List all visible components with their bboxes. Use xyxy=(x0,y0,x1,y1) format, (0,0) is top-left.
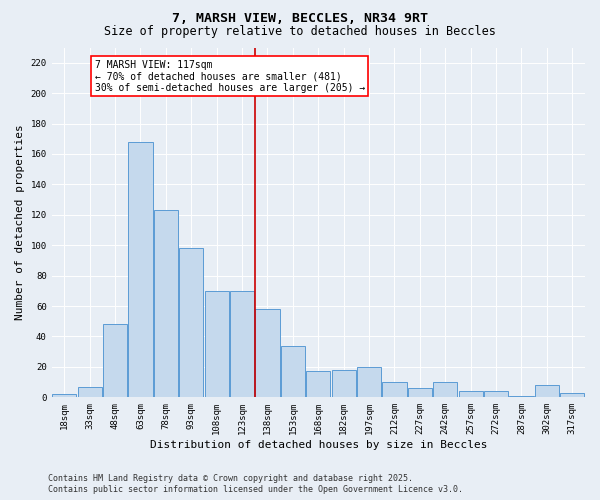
Bar xyxy=(458,391,483,398)
Bar xyxy=(256,309,280,398)
Bar xyxy=(77,386,102,398)
Bar xyxy=(408,388,432,398)
Bar xyxy=(52,394,76,398)
Bar xyxy=(484,391,508,398)
Text: 7, MARSH VIEW, BECCLES, NR34 9RT: 7, MARSH VIEW, BECCLES, NR34 9RT xyxy=(172,12,428,26)
Bar xyxy=(230,291,254,398)
Bar xyxy=(103,324,127,398)
Bar xyxy=(306,372,331,398)
Y-axis label: Number of detached properties: Number of detached properties xyxy=(15,124,25,320)
Bar xyxy=(509,396,533,398)
Bar xyxy=(357,367,381,398)
X-axis label: Distribution of detached houses by size in Beccles: Distribution of detached houses by size … xyxy=(149,440,487,450)
Text: Size of property relative to detached houses in Beccles: Size of property relative to detached ho… xyxy=(104,25,496,38)
Bar xyxy=(179,248,203,398)
Bar xyxy=(535,385,559,398)
Bar xyxy=(433,382,457,398)
Bar xyxy=(128,142,152,398)
Bar xyxy=(560,393,584,398)
Bar xyxy=(382,382,407,398)
Bar xyxy=(332,370,356,398)
Bar xyxy=(281,346,305,398)
Text: Contains HM Land Registry data © Crown copyright and database right 2025.
Contai: Contains HM Land Registry data © Crown c… xyxy=(48,474,463,494)
Bar xyxy=(205,291,229,398)
Text: 7 MARSH VIEW: 117sqm
← 70% of detached houses are smaller (481)
30% of semi-deta: 7 MARSH VIEW: 117sqm ← 70% of detached h… xyxy=(95,60,365,93)
Bar xyxy=(154,210,178,398)
